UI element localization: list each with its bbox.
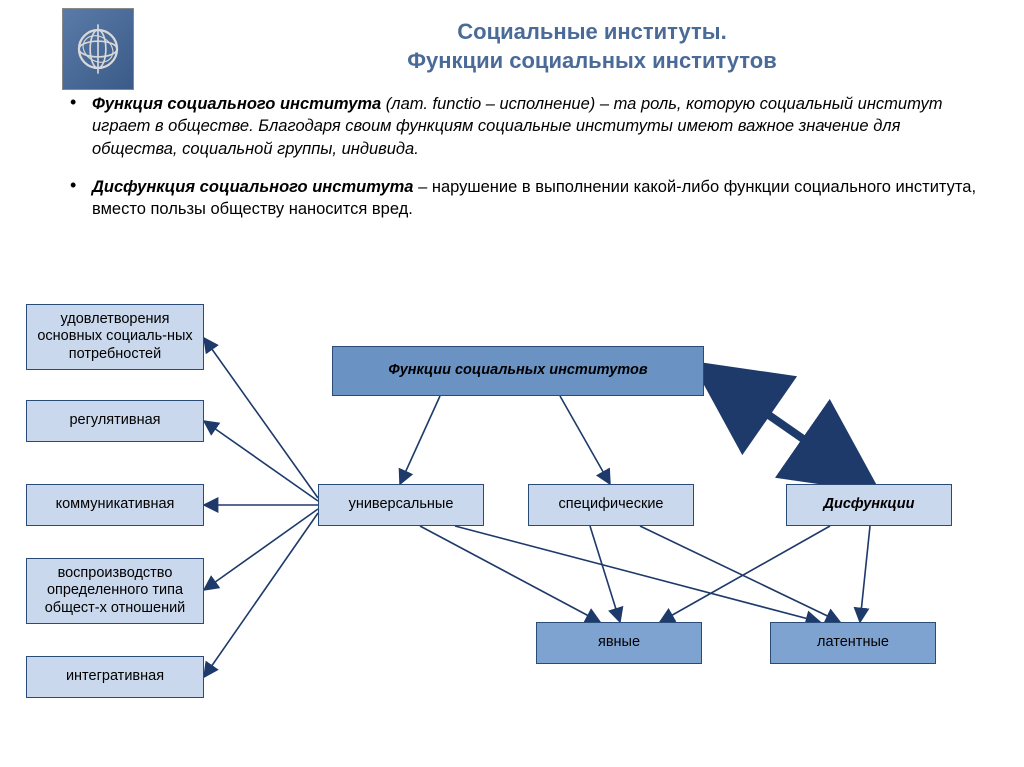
logo-armillary-icon	[62, 8, 134, 90]
definition-item: • Функция социального института (лат. fu…	[70, 93, 990, 160]
flowchart-edge	[590, 526, 620, 622]
definition-lead: Дисфункция социального института	[92, 178, 413, 196]
flowchart-edge	[204, 513, 318, 677]
title-line-2: Функции социальных институтов	[160, 47, 1024, 76]
flowchart-node-n_yav: явные	[536, 622, 702, 664]
flowchart-edge	[420, 526, 600, 622]
functions-flowchart: Функции социальных институтов универсальн…	[0, 290, 1024, 760]
definition-item: • Дисфункция социального института – нар…	[70, 176, 990, 221]
title-line-1: Социальные институты.	[160, 18, 1024, 47]
flowchart-node-l_integ: интегративная	[26, 656, 204, 698]
flowchart-edge	[400, 396, 440, 484]
definition-lead: Функция социального института	[92, 95, 381, 113]
flowchart-node-n_lat: латентные	[770, 622, 936, 664]
flowchart-node-l_repr: воспроизводство определенного типа общес…	[26, 558, 204, 624]
flowchart-node-l_reg: регулятивная	[26, 400, 204, 442]
flowchart-node-n_univ: универсальные	[318, 484, 484, 526]
flowchart-edge	[660, 526, 830, 622]
flowchart-edge	[640, 526, 840, 622]
flowchart-node-n_dys: Дисфункции	[786, 484, 952, 526]
flowchart-node-n_spec: специфические	[528, 484, 694, 526]
flowchart-node-l_need: удовлетворения основных социаль-ных потр…	[26, 304, 204, 370]
flowchart-node-l_comm: коммуникативная	[26, 484, 204, 526]
flowchart-edge	[704, 370, 868, 484]
slide-title: Социальные институты. Функции социальных…	[60, 10, 1024, 75]
definition-text: Функция социального института (лат. func…	[92, 93, 990, 160]
bullet-dot-icon: •	[70, 176, 92, 221]
slide-header: Социальные институты. Функции социальных…	[0, 0, 1024, 75]
flowchart-edge	[860, 526, 870, 622]
bullet-dot-icon: •	[70, 93, 92, 160]
flowchart-edge	[560, 396, 610, 484]
definition-text: Дисфункция социального института – наруш…	[92, 176, 990, 221]
definitions-list: • Функция социального института (лат. fu…	[0, 75, 1024, 220]
flowchart-edge	[204, 421, 318, 501]
flowchart-edge	[204, 509, 318, 590]
flowchart-node-n_root: Функции социальных институтов	[332, 346, 704, 396]
flowchart-edge	[455, 526, 820, 622]
flowchart-edge	[204, 338, 318, 498]
